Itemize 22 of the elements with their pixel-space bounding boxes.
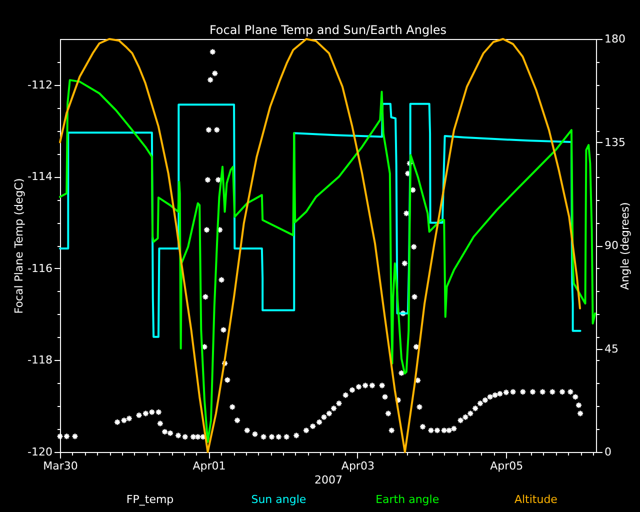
text: Altitude (514, 493, 558, 506)
y2-axis-title: Angle (degrees) (618, 202, 632, 290)
y2-tick-label: 180 (604, 32, 626, 46)
y-tick-label: -118 (28, 354, 52, 367)
x-tick-label: Apr03 (341, 460, 374, 472)
text: Earth angle (376, 493, 440, 506)
y2-tick-label: 90 (604, 239, 618, 252)
y-tick-label: -112 (28, 78, 52, 92)
x-tick-label: Apr05 (490, 460, 524, 472)
y2-tick-label: 45 (604, 342, 618, 356)
text: Sun angle (251, 493, 306, 506)
y-tick-label: -114 (28, 170, 52, 184)
y-tick-label: -116 (28, 262, 52, 275)
y-tick-label: -120 (28, 446, 52, 458)
y-axis-title: Focal Plane Temp (degC) (12, 178, 26, 314)
x-tick-label: Mar30 (43, 460, 78, 472)
y2-tick-label: 0 (604, 446, 612, 458)
y2-tick-label: 135 (604, 136, 626, 149)
x-tick-label: Apr01 (192, 460, 226, 472)
text: FP_temp (126, 493, 174, 506)
chart-title: Focal Plane Temp and Sun/Earth Angles (209, 23, 447, 37)
x-axis-title: 2007 (314, 474, 342, 486)
